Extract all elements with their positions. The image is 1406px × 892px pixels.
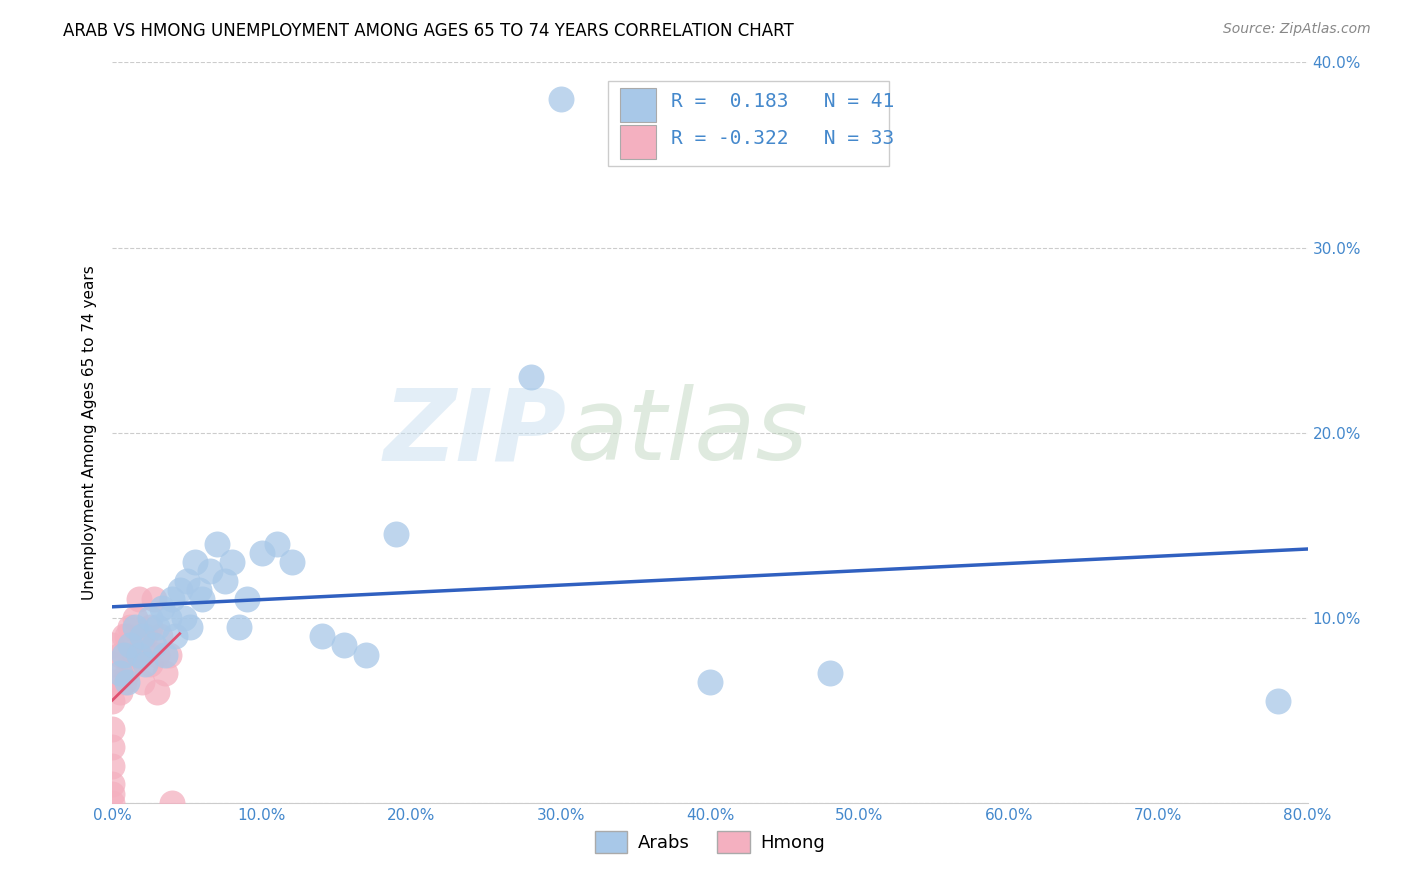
Point — [117, 666, 139, 681]
Point — [124, 648, 146, 662]
Point — [131, 639, 153, 653]
Point — [150, 601, 173, 615]
Legend: Arabs, Hmong: Arabs, Hmong — [588, 824, 832, 861]
Text: ZIP: ZIP — [384, 384, 567, 481]
Point — [214, 574, 236, 588]
Point — [101, 787, 124, 801]
Point — [108, 685, 131, 699]
Point — [117, 629, 139, 643]
Bar — [620, 126, 657, 159]
Point — [114, 629, 135, 643]
Point — [128, 592, 150, 607]
Point — [131, 675, 153, 690]
Point — [699, 675, 721, 690]
Point — [183, 555, 205, 569]
Point — [550, 92, 572, 106]
Point — [114, 648, 135, 662]
Point — [101, 675, 124, 690]
Point — [228, 620, 250, 634]
Point — [356, 648, 378, 662]
Point — [281, 555, 304, 569]
Point — [173, 610, 195, 624]
Point — [146, 648, 169, 662]
Point — [124, 620, 146, 634]
Point — [146, 685, 169, 699]
Point — [333, 639, 356, 653]
Point — [221, 555, 243, 569]
Point — [311, 629, 333, 643]
Point — [101, 740, 124, 755]
Point — [101, 657, 124, 671]
Point — [188, 582, 211, 597]
Point — [128, 648, 150, 662]
Point — [191, 592, 214, 607]
Bar — [620, 88, 657, 121]
Point — [165, 629, 187, 643]
Point — [134, 657, 156, 671]
Point — [143, 592, 166, 607]
Point — [153, 648, 176, 662]
Point — [169, 582, 191, 597]
Point — [108, 648, 131, 662]
Point — [250, 546, 273, 560]
Point — [198, 565, 221, 579]
Point — [101, 796, 124, 810]
Point — [101, 694, 124, 708]
Point — [114, 675, 135, 690]
Point — [101, 758, 124, 772]
Point — [520, 370, 543, 384]
Y-axis label: Unemployment Among Ages 65 to 74 years: Unemployment Among Ages 65 to 74 years — [82, 265, 97, 600]
Point — [205, 536, 228, 550]
Point — [117, 675, 139, 690]
Point — [1267, 694, 1289, 708]
Point — [108, 666, 131, 681]
Point — [179, 620, 201, 634]
Point — [157, 610, 180, 624]
Text: R = -0.322   N = 33: R = -0.322 N = 33 — [671, 129, 894, 148]
Text: Source: ZipAtlas.com: Source: ZipAtlas.com — [1223, 22, 1371, 37]
Point — [162, 592, 183, 607]
Point — [101, 777, 124, 791]
Point — [124, 610, 146, 624]
Point — [157, 648, 180, 662]
Point — [818, 666, 841, 681]
Point — [101, 639, 124, 653]
Point — [176, 574, 198, 588]
Text: ARAB VS HMONG UNEMPLOYMENT AMONG AGES 65 TO 74 YEARS CORRELATION CHART: ARAB VS HMONG UNEMPLOYMENT AMONG AGES 65… — [63, 22, 794, 40]
Point — [120, 620, 142, 634]
Text: atlas: atlas — [567, 384, 808, 481]
Point — [385, 527, 408, 541]
Point — [149, 629, 172, 643]
Point — [143, 639, 166, 653]
Point — [266, 536, 288, 550]
Point — [120, 657, 142, 671]
Point — [139, 610, 162, 624]
Point — [153, 666, 176, 681]
Text: R =  0.183   N = 41: R = 0.183 N = 41 — [671, 92, 894, 112]
Point — [120, 639, 142, 653]
Point — [146, 620, 169, 634]
Point — [134, 629, 156, 643]
Point — [101, 722, 124, 736]
Point — [131, 629, 153, 643]
FancyBboxPatch shape — [609, 81, 889, 166]
Point — [236, 592, 259, 607]
Point — [139, 657, 162, 671]
Point — [162, 796, 183, 810]
Point — [139, 620, 162, 634]
